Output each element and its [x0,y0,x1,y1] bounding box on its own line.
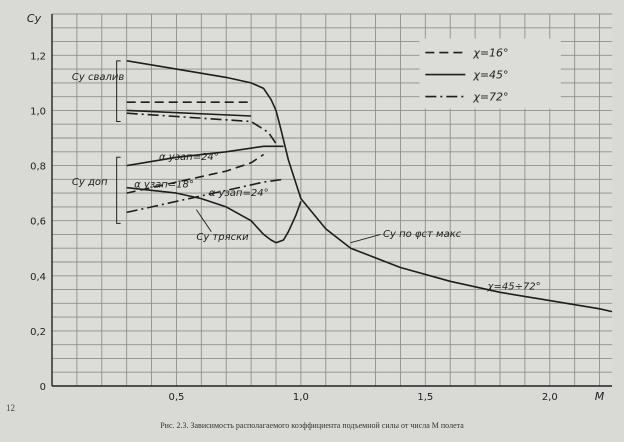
x-tick-label: 1,0 [293,392,309,403]
annotation-cy-stall: Cy свалив [72,72,124,83]
y-tick-label: 1,2 [30,51,46,62]
brace-allow [116,156,121,224]
annotation-alpha-24-low: α узап=24° [209,188,269,199]
series-line-dashdot [126,112,277,144]
annotation-cy-phi: Cy по φст макс [383,229,462,240]
y-tick-label: 0,6 [30,217,46,228]
series-line-solid [126,109,252,117]
y-tick-label: 0 [40,382,46,393]
x-tick-label: 0,5 [168,392,184,403]
figure-caption: Рис. 2.3. Зависимость располагаемого коэ… [160,421,464,430]
leader-cy-buffet [195,209,212,232]
x-axis-label: M [595,390,605,403]
legend-label: χ=72° [472,91,508,104]
y-tick-label: 1,0 [30,106,46,117]
y-tick-label: 0,2 [30,327,46,338]
page-number: 12 [6,403,15,413]
y-tick-label: 0,4 [30,272,46,283]
annotation-alpha-24-top: α узап=24° [159,152,219,163]
annotation-alpha-18: α узап=18° [134,180,194,191]
annotation-chi-range: χ=45÷72° [487,282,541,293]
series-line-solid [126,145,284,167]
series-line-dashed [126,153,265,194]
legend-label: χ=45° [472,69,508,82]
x-tick-label: 2,0 [542,392,558,403]
brace-stall [116,60,121,122]
y-axis-label: Cy [27,12,42,25]
y-tick-label: 0,8 [30,162,46,173]
legend-box [419,38,561,109]
series-line-solid [126,186,302,244]
annotation-cy-allow: Cy доп [72,177,108,188]
legend-label: χ=16° [472,47,508,60]
annotation-cy-buffet: Cy тряски [196,232,249,243]
leader-cy-phi [350,234,381,244]
x-tick-label: 1,5 [417,392,433,403]
series-line-solid [126,60,613,313]
